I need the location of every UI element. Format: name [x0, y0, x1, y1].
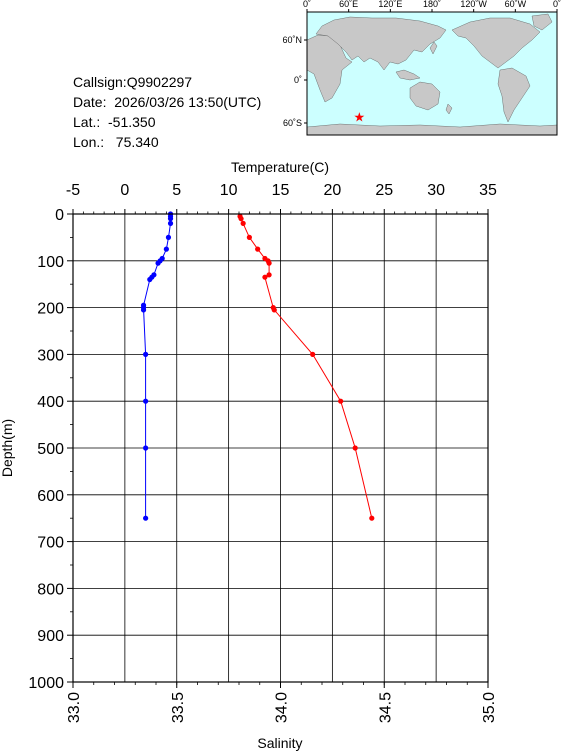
temperature-data-point: [266, 260, 272, 266]
temperature-data-point: [262, 274, 268, 280]
map-land: [306, 13, 558, 136]
grid: [73, 214, 488, 682]
depth-tick-label: 600: [37, 488, 64, 505]
depth-tick-label: 800: [37, 581, 64, 598]
temperature-tick-label: 20: [323, 182, 341, 199]
greenland-landmass: [531, 13, 553, 31]
new-zealand-landmass: [445, 103, 453, 115]
float-location-marker: ★: [353, 109, 365, 124]
temperature-data-point: [238, 216, 244, 222]
salinity-data-point: [165, 234, 172, 240]
salinity-tick-label: 35.0: [481, 692, 498, 723]
salinity-data-point: [143, 515, 149, 521]
map-lon-label: 60˚W: [505, 0, 527, 9]
temperature-data-point: [246, 234, 252, 240]
australia-landmass: [409, 81, 441, 111]
map-lat-label: 60˚N: [282, 35, 302, 45]
map-lon-label: 60˚E: [339, 0, 358, 9]
salinity-data-point: [155, 260, 161, 266]
antarctica-landmass: [306, 123, 558, 136]
temperature-data-point: [271, 307, 277, 313]
salinity-tick-label: 33.0: [66, 692, 83, 723]
longitude-text: Lon.: 75.340: [73, 134, 159, 150]
temperature-profile-line: [239, 216, 373, 519]
depth-tick-label: 900: [37, 628, 64, 645]
data-series: [140, 211, 375, 521]
temperature-data-point: [310, 351, 316, 357]
temperature-data-point: [352, 445, 358, 451]
salinity-tick-label: 34.0: [274, 692, 291, 723]
salinity-data-point: [147, 276, 153, 283]
depth-tick-label: 1000: [28, 675, 64, 692]
eurasia-landmass: [315, 16, 447, 71]
temperature-tick-label: 35: [479, 182, 497, 199]
map-lon-label: 0˚: [303, 0, 311, 9]
salinity-data-point: [163, 246, 169, 252]
temperature-data-point: [266, 272, 272, 278]
map-lat-label: 60˚S: [283, 118, 302, 128]
north-america-landmass: [451, 17, 541, 69]
location-map: 0˚ 60˚E 120˚E 180˚ 120˚W 60˚W 0˚ 60˚N 0˚ 60˚S ★: [282, 0, 561, 136]
temperature-tick-label: 5: [172, 182, 181, 199]
depth-tick-label: 0: [55, 207, 64, 224]
plot-frame: [72, 213, 489, 683]
depth-tick-label: 500: [37, 441, 64, 458]
depth-tick-label: 300: [37, 347, 64, 364]
salinity-tick-label: 33.5: [170, 692, 187, 723]
depth-tick-label: 100: [37, 254, 64, 271]
salinity-tick-label: 34.5: [377, 692, 394, 723]
axes: -5 0 5 10 15 20 25 30 35010020030040050060070080…: [28, 182, 498, 723]
salinity-data-point: [140, 307, 147, 313]
map-graticule-ticks: 0˚ 60˚E 120˚E 180˚ 120˚W 60˚W 0˚ 60˚N 0˚ 60˚S: [282, 0, 561, 128]
map-lon-label: 120˚E: [378, 0, 402, 9]
salinity-data-point: [143, 351, 149, 357]
temperature-axis-title: Temperature(C): [231, 159, 329, 175]
temperature-tick-label: -5: [66, 182, 80, 199]
callsign-text: Callsign:Q9902297: [73, 74, 193, 90]
temperature-data-point: [338, 398, 344, 404]
depth-tick-label: 400: [37, 394, 64, 411]
salinity-data-point: [143, 445, 149, 451]
japan-landmass: [429, 41, 438, 55]
date-text: Date: 2026/03/26 13:50(UTC): [73, 94, 262, 110]
temperature-tick-label: 10: [220, 182, 238, 199]
salinity-data-point: [167, 220, 174, 226]
depth-axis-title: Depth(m): [0, 419, 15, 477]
latitude-text: Lat.: -51.350: [73, 114, 156, 130]
salinity-data-point: [167, 216, 174, 222]
profile-chart: -5 0 5 10 15 20 25 30 35010020030040050060070080…: [0, 159, 498, 751]
depth-tick-label: 200: [37, 301, 64, 318]
salinity-axis-title: Salinity: [257, 735, 302, 751]
temperature-data-point: [369, 515, 375, 521]
south-america-landmass: [497, 67, 531, 123]
map-lat-label: 0˚: [294, 75, 302, 85]
temperature-tick-label: 30: [427, 182, 445, 199]
temperature-tick-label: 15: [272, 182, 290, 199]
map-lon-label: 0˚: [553, 0, 561, 9]
map-lon-label: 180˚: [423, 0, 441, 9]
temperature-data-point: [240, 220, 246, 226]
indonesia-landmass: [395, 69, 421, 81]
depth-tick-label: 700: [37, 535, 64, 552]
temperature-tick-label: 0: [120, 182, 129, 199]
map-lon-label: 120˚W: [460, 0, 487, 9]
temperature-tick-label: 25: [375, 182, 393, 199]
salinity-data-point: [143, 398, 149, 404]
temperature-data-point: [255, 246, 261, 252]
